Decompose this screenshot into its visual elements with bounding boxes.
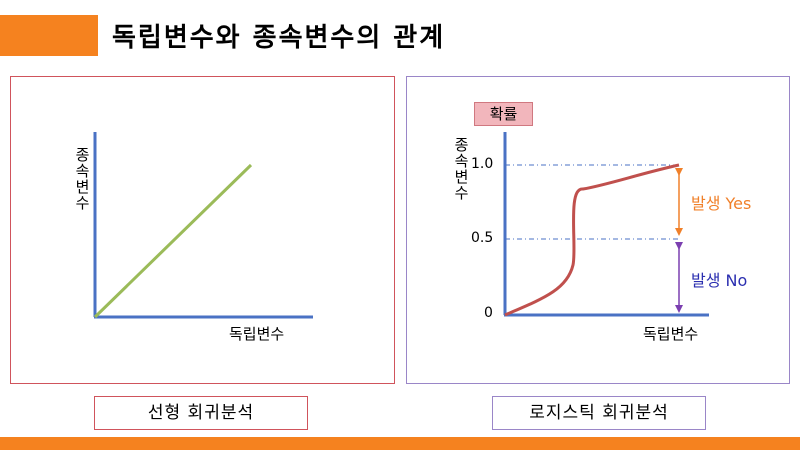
no-label: 발생 No (691, 271, 748, 290)
x-axis-label: 독립변수 (643, 325, 699, 343)
y-axis-label: 종속변수 (452, 137, 470, 201)
probability-tag: 확률 (474, 102, 533, 126)
y-tick-0: 0 (484, 305, 493, 321)
logistic-caption: 로지스틱 회귀분석 (492, 396, 706, 430)
y-axis-label: 종속변수 (73, 147, 91, 211)
linear-caption: 선형 회귀분석 (94, 396, 308, 430)
x-axis-label: 독립변수 (229, 325, 285, 343)
logistic-regression-panel: 확률 종속변수 1.0 0.5 0 발생 Yes 발생 No 독립변수 (406, 76, 790, 384)
yes-label: 발생 Yes (691, 194, 752, 213)
linear-chart (93, 132, 313, 319)
slide-title: 독립변수와 종속변수의 관계 (112, 23, 446, 53)
regression-line (93, 163, 253, 319)
title-accent-bar (0, 15, 98, 56)
logistic-chart (503, 132, 709, 317)
linear-regression-panel: 종속변수 독립변수 (10, 76, 395, 384)
logistic-curve (504, 163, 680, 317)
y-tick-1: 1.0 (471, 156, 494, 172)
y-tick-05: 0.5 (471, 230, 494, 246)
bottom-accent-bar (0, 437, 800, 450)
